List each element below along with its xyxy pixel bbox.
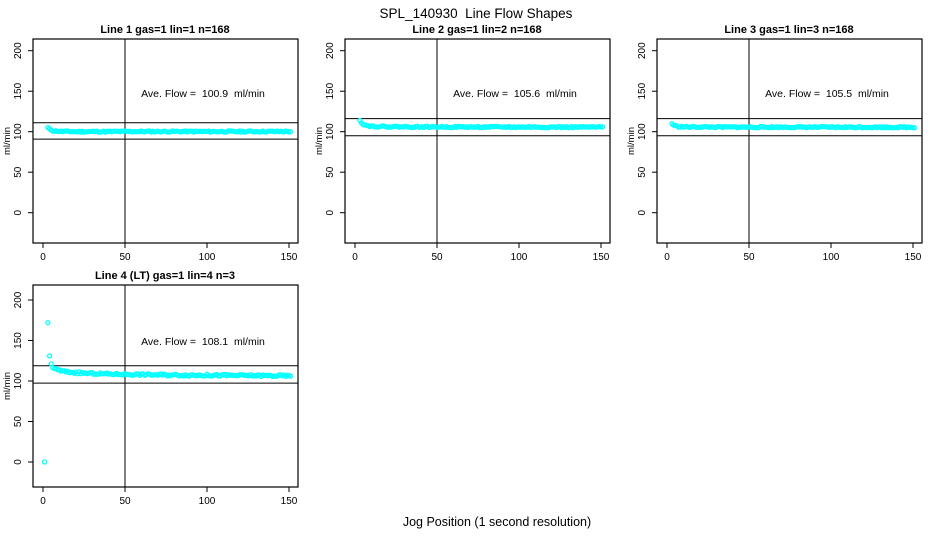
panel-3-plot-area: 0 50 100 150 0 50 100 150 200 <box>637 38 923 263</box>
panel-line-1: Line 1 gas=1 lin=1 n=168 Ave. Flow = 100… <box>2 24 299 263</box>
x-axis: 0 50 100 150 <box>352 243 610 263</box>
x-tick-label: 0 <box>352 252 358 263</box>
x-tick-label: 50 <box>119 252 131 263</box>
plot-box <box>344 38 611 244</box>
x-tick-label: 150 <box>905 252 922 263</box>
y-tick-label: 50 <box>637 166 648 178</box>
plot-box <box>32 38 299 244</box>
panel-line-3: Line 3 gas=1 lin=3 n=168 Ave. Flow = 105… <box>626 24 923 263</box>
y-tick-label: 150 <box>637 82 648 99</box>
panel-2-ave-flow-annotation: Ave. Flow = 105.6 ml/min <box>453 88 577 100</box>
y-tick-label: 50 <box>13 416 24 428</box>
y-tick-label: 150 <box>13 332 24 349</box>
x-tick-label: 0 <box>40 252 46 263</box>
y-tick-label: 50 <box>325 166 336 178</box>
x-axis: 0 50 100 150 <box>40 487 298 507</box>
main-title: SPL_140930 Line Flow Shapes <box>380 6 573 21</box>
y-tick-label: 100 <box>637 123 648 140</box>
panel-2-y-axis-label: ml/min <box>314 127 325 155</box>
x-tick-label: 150 <box>281 496 298 507</box>
y-tick-label: 0 <box>637 209 648 215</box>
panel-3-y-axis-label: ml/min <box>626 127 637 155</box>
reference-lines <box>33 285 298 487</box>
y-tick-label: 200 <box>13 291 24 308</box>
flow-data-points <box>669 120 918 131</box>
panel-1-ave-flow-annotation: Ave. Flow = 100.9 ml/min <box>141 88 265 100</box>
panel-2-plot-area: 0 50 100 150 0 50 100 150 200 <box>325 38 611 263</box>
panel-4-y-axis-label: ml/min <box>2 372 13 400</box>
panel-4-ave-flow-annotation: Ave. Flow = 108.1 ml/min <box>141 336 265 348</box>
x-tick-label: 0 <box>664 252 670 263</box>
flow-data-points <box>45 124 294 135</box>
y-axis: 0 50 100 150 200 <box>637 42 657 215</box>
x-axis: 0 50 100 150 <box>664 243 922 263</box>
x-tick-label: 100 <box>199 496 216 507</box>
y-tick-label: 200 <box>325 42 336 59</box>
panel-line-4: Line 4 (LT) gas=1 lin=4 n=3 Ave. Flow = … <box>2 270 299 507</box>
panel-line-2: Line 2 gas=1 lin=2 n=168 Ave. Flow = 105… <box>314 24 611 263</box>
y-tick-label: 100 <box>325 123 336 140</box>
x-tick-label: 50 <box>743 252 755 263</box>
panel-1-title: Line 1 gas=1 lin=1 n=168 <box>100 24 229 36</box>
y-axis: 0 50 100 150 200 <box>325 42 345 215</box>
panel-1-y-axis-label: ml/min <box>2 127 13 155</box>
y-tick-label: 150 <box>325 82 336 99</box>
x-tick-label: 150 <box>593 252 610 263</box>
x-axis: 0 50 100 150 <box>40 243 298 263</box>
reference-lines <box>33 39 298 243</box>
panel-4-title: Line 4 (LT) gas=1 lin=4 n=3 <box>95 270 235 282</box>
flow-data-points <box>357 117 606 131</box>
panel-3-title: Line 3 gas=1 lin=3 n=168 <box>724 24 853 36</box>
x-tick-label: 100 <box>511 252 528 263</box>
panel-1-plot-area: 0 50 100 150 0 50 100 150 200 <box>13 38 299 263</box>
plot-box <box>32 284 299 488</box>
y-tick-label: 200 <box>13 42 24 59</box>
x-tick-label: 100 <box>823 252 840 263</box>
reference-lines <box>345 39 610 243</box>
x-tick-label: 50 <box>431 252 443 263</box>
plot-box <box>656 38 923 244</box>
x-tick-label: 50 <box>119 496 131 507</box>
y-tick-label: 100 <box>13 372 24 389</box>
y-tick-label: 150 <box>13 82 24 99</box>
x-tick-label: 100 <box>199 252 216 263</box>
x-tick-label: 0 <box>40 496 46 507</box>
flow-data-points <box>41 319 294 465</box>
y-axis: 0 50 100 150 200 <box>13 42 33 215</box>
y-tick-label: 0 <box>13 459 24 465</box>
panel-4-plot-area: 0 50 100 150 0 50 100 150 200 <box>13 284 299 507</box>
y-tick-label: 0 <box>13 209 24 215</box>
y-tick-label: 100 <box>13 123 24 140</box>
x-tick-label: 150 <box>281 252 298 263</box>
y-tick-label: 200 <box>637 42 648 59</box>
panel-3-ave-flow-annotation: Ave. Flow = 105.5 ml/min <box>765 88 889 100</box>
panel-2-title: Line 2 gas=1 lin=2 n=168 <box>412 24 541 36</box>
y-tick-label: 0 <box>325 209 336 215</box>
y-axis: 0 50 100 150 200 <box>13 291 33 465</box>
x-axis-title: Jog Position (1 second resolution) <box>403 515 591 529</box>
reference-lines <box>657 39 922 243</box>
y-tick-label: 50 <box>13 166 24 178</box>
